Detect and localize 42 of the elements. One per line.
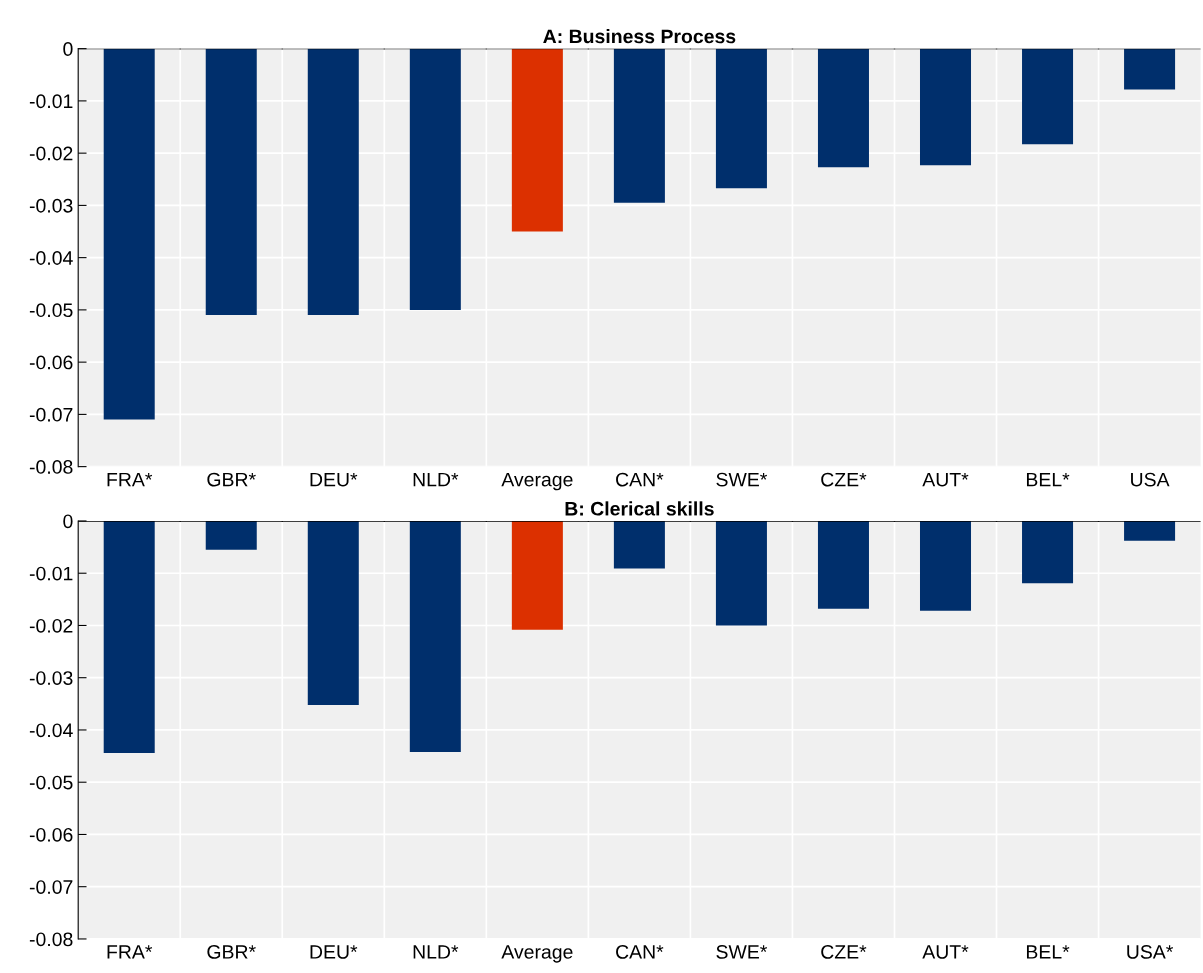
x-tick-label: BEL*	[1026, 472, 1070, 487]
y-tick-label: -0.03	[29, 671, 73, 685]
x-tick-label: FRA*	[107, 472, 153, 487]
y-tick-label: -0.02	[29, 146, 73, 161]
x-tick-label: SWE*	[716, 945, 768, 959]
x-tick-label: NLD*	[413, 472, 459, 487]
chart-title: B: Clerical skills	[565, 501, 714, 516]
y-tick-label: -0.05	[29, 775, 73, 790]
y-tick-label: -0.07	[29, 407, 73, 422]
x-tick-label: USA	[1131, 472, 1170, 487]
chart-title: A: Business Process	[543, 29, 736, 44]
x-tick-label: NLD*	[413, 945, 459, 959]
x-tick-label: FRA*	[107, 945, 153, 959]
x-tick-label: BEL*	[1026, 945, 1070, 959]
x-tick-label: USA*	[1127, 945, 1174, 959]
y-tick-label: -0.08	[29, 460, 73, 474]
x-tick-label: AUT*	[922, 945, 969, 959]
x-tick-label: CZE*	[821, 472, 867, 487]
x-tick-label: GBR*	[207, 945, 256, 959]
x-tick-label: CZE*	[821, 945, 867, 959]
y-tick-label: -0.06	[29, 355, 73, 370]
y-tick-label: -0.01	[29, 566, 73, 581]
x-tick-label: GBR*	[207, 472, 256, 487]
y-tick-label: -0.08	[29, 932, 73, 947]
y-tick-label: 0	[63, 42, 73, 56]
x-tick-label: CAN*	[616, 472, 664, 487]
x-tick-label: DEU*	[310, 472, 358, 487]
y-tick-label: -0.07	[29, 880, 73, 894]
y-tick-label: -0.01	[29, 94, 73, 109]
y-tick-label: -0.05	[29, 303, 73, 318]
x-tick-label: Average	[501, 472, 573, 491]
x-tick-label: Average	[501, 945, 573, 963]
y-tick-label: -0.03	[29, 198, 73, 213]
y-tick-label: 0	[63, 514, 73, 529]
y-tick-label: -0.04	[29, 251, 73, 265]
y-tick-label: -0.02	[29, 618, 73, 633]
x-tick-label: SWE*	[716, 472, 768, 487]
x-tick-label: DEU*	[310, 945, 358, 959]
y-tick-label: -0.04	[29, 723, 73, 738]
x-tick-label: AUT*	[922, 472, 969, 487]
y-tick-label: -0.06	[29, 827, 73, 842]
x-tick-label: CAN*	[616, 945, 664, 959]
